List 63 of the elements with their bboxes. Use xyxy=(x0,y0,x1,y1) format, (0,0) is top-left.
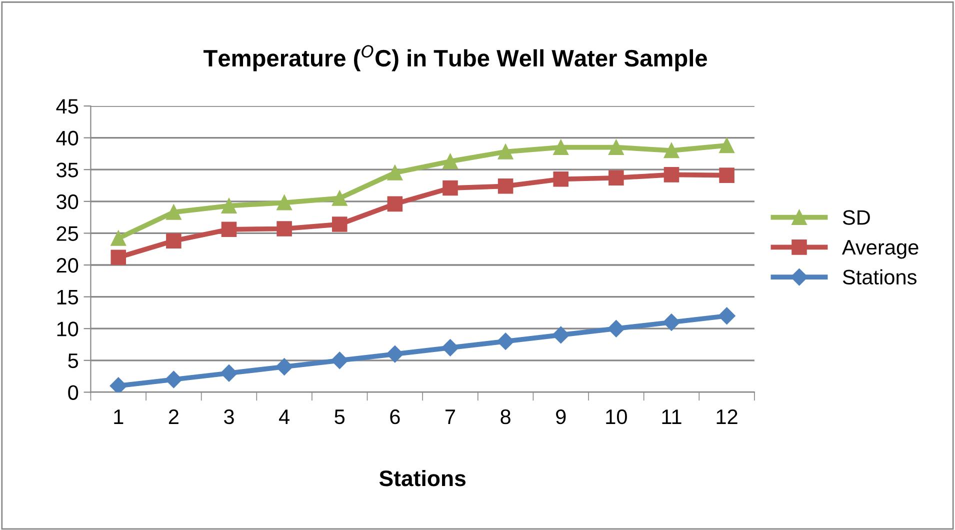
y-tick-label: 30 xyxy=(56,194,78,210)
x-tick-label: 1 xyxy=(114,410,124,424)
y-tick-label: 10 xyxy=(57,322,78,336)
point xyxy=(662,314,680,331)
point xyxy=(220,364,238,382)
point xyxy=(608,140,624,155)
point xyxy=(664,142,680,158)
y-tick-label: 25 xyxy=(56,226,78,241)
point xyxy=(608,320,625,338)
point xyxy=(552,326,570,344)
point xyxy=(276,221,292,236)
legend-label: SD xyxy=(842,210,870,225)
point xyxy=(442,339,459,356)
y-tick-label: 15 xyxy=(57,290,78,305)
point xyxy=(166,204,182,220)
point xyxy=(332,216,348,232)
y-tick-label: 35 xyxy=(56,162,78,178)
x-tick-label: 5 xyxy=(334,410,345,424)
x-tick-label: 7 xyxy=(446,410,455,424)
point xyxy=(719,138,734,154)
x-tick-label: 6 xyxy=(390,409,400,424)
x-axis-title: Stations xyxy=(379,470,466,486)
point xyxy=(719,168,734,183)
point xyxy=(387,196,403,212)
point xyxy=(276,358,293,376)
x-tick-label: 9 xyxy=(556,409,566,424)
x-tick-label: 11 xyxy=(662,410,682,424)
legend-label: Stations xyxy=(842,269,916,285)
point xyxy=(166,233,182,248)
x-tick-label: 3 xyxy=(224,409,234,424)
point xyxy=(387,165,403,180)
point xyxy=(332,190,348,206)
legend-label: Average xyxy=(842,240,918,259)
x-tick-label: 8 xyxy=(500,409,510,424)
point xyxy=(331,352,348,369)
point xyxy=(664,167,680,182)
point xyxy=(110,230,126,246)
point xyxy=(498,178,514,194)
point xyxy=(553,140,569,155)
point xyxy=(498,144,514,160)
point xyxy=(442,154,458,169)
x-tick-label: 10 xyxy=(606,409,627,424)
point xyxy=(442,180,458,196)
point xyxy=(718,307,736,324)
y-tick-label: 45 xyxy=(56,99,78,114)
chart-title: Temperature ($^{O}$C) in Tube Well Water Sample xyxy=(204,45,707,72)
x-tick-label: 4 xyxy=(278,410,290,424)
point xyxy=(608,170,624,186)
point xyxy=(386,345,404,363)
x-tick-label: 2 xyxy=(168,409,178,424)
y-tick-label: 5 xyxy=(68,354,78,368)
y-tick-label: 40 xyxy=(56,130,78,146)
y-tick-label: 20 xyxy=(56,258,78,273)
point xyxy=(553,172,569,187)
point xyxy=(221,198,237,214)
y-tick-label: 0 xyxy=(68,385,78,400)
point xyxy=(497,332,514,350)
x-tick-label: 12 xyxy=(716,409,738,424)
point xyxy=(110,250,126,266)
point xyxy=(221,222,237,238)
point xyxy=(276,195,292,210)
point xyxy=(165,370,182,388)
point xyxy=(110,377,127,392)
